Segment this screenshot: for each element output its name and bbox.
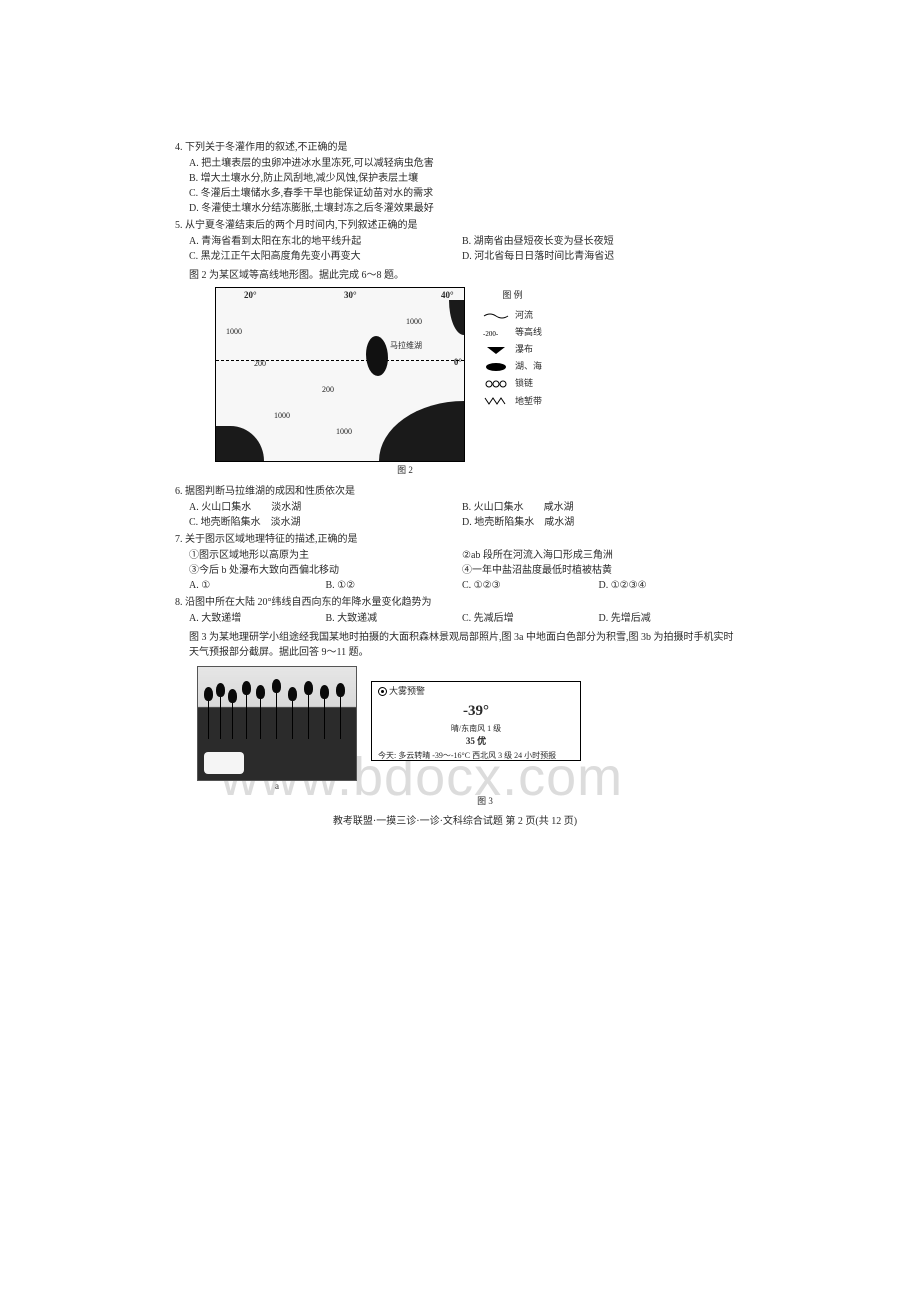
- weather-screenshot: 大雾预警 -39° 晴/东南风 1 级 35 优 今天: 多云转晴 -39～-1…: [371, 681, 581, 761]
- fall-icon: [483, 344, 509, 356]
- question-6: 6. 据图判断马拉维湖的成因和性质依次是 A. 火山口集水 淡水湖 B. 火山口…: [175, 484, 735, 530]
- q6-a: A. 火山口集水 淡水湖: [189, 500, 462, 515]
- lon-30: 30°: [344, 289, 357, 303]
- legend-river: 河流: [483, 307, 542, 324]
- legend-lake-label: 湖、海: [515, 358, 542, 375]
- warning-icon: [378, 687, 387, 696]
- legend-contour-label: 等高线: [515, 324, 542, 341]
- q5-stem: 5. 从宁夏冬灌结束后的两个月时间内,下列叙述正确的是: [175, 218, 735, 233]
- q4-a: A. 把土壤表层的虫卵冲进冰水里冻死,可以减轻病虫危害: [175, 156, 735, 171]
- q7-s3: ③今后 b 处瀑布大致向西偏北移动: [189, 563, 462, 578]
- q4-stem: 4. 下列关于冬灌作用的叙述,不正确的是: [175, 140, 735, 155]
- q5-b: B. 湖南省由昼短夜长变为昼长夜短: [462, 234, 735, 249]
- lon-20: 20°: [244, 289, 257, 303]
- figure-3-caption: 图 3: [235, 795, 735, 809]
- legend-lake: 湖、海: [483, 358, 542, 375]
- rift-icon: [483, 395, 509, 407]
- legend-chain-label: 锁链: [515, 375, 533, 392]
- context-6-8: 图 2 为某区域等高线地形图。据此完成 6～8 题。: [189, 268, 735, 283]
- contour-3: 200: [254, 358, 266, 370]
- weather-today: 今天: 多云转晴 -39～-16°C 西北风 3 级 24 小时预报: [378, 750, 574, 762]
- q7-s4: ④一年中盐沼盐度最低时植被枯黄: [462, 563, 735, 578]
- question-8: 8. 沿图中所在大陆 20°纬线自西向东的年降水量变化趋势为 A. 大致递增 B…: [175, 595, 735, 626]
- weather-wind: 晴/东南风 1 级: [378, 723, 574, 735]
- q5-c: C. 黑龙江正午太阳高度角先变小再变大: [189, 249, 462, 264]
- q5-a: A. 青海省看到太阳在东北的地平线升起: [189, 234, 462, 249]
- lat-0: 0°: [454, 356, 462, 370]
- context-9-11: 图 3 为某地理研学小组途经我国某地时拍摄的大面积森林景观局部照片,图 3a 中…: [189, 630, 735, 660]
- contour-6: 1000: [336, 426, 352, 438]
- lake-shape: [366, 336, 388, 376]
- q5-d: D. 河北省每日日落时间比青海省迟: [462, 249, 735, 264]
- q8-stem: 8. 沿图中所在大陆 20°纬线自西向东的年降水量变化趋势为: [175, 595, 735, 610]
- q6-stem: 6. 据图判断马拉维湖的成因和性质依次是: [175, 484, 735, 499]
- exam-page: 4. 下列关于冬灌作用的叙述,不正确的是 A. 把土壤表层的虫卵冲进冰水里冻死,…: [175, 140, 735, 829]
- figure-2-caption: 图 2: [345, 464, 465, 478]
- coast-se: [379, 401, 464, 461]
- q6-b: B. 火山口集水 咸水湖: [462, 500, 735, 515]
- fog-warning: 大雾预警: [378, 685, 574, 699]
- question-5: 5. 从宁夏冬灌结束后的两个月时间内,下列叙述正确的是 A. 青海省看到太阳在东…: [175, 218, 735, 264]
- contour-1: 1000: [226, 326, 242, 338]
- q4-b: B. 增大土壤水分,防止风刮地,减少风蚀,保护表层土壤: [175, 171, 735, 186]
- coast-ne: [449, 300, 464, 335]
- q7-a: A. ①: [189, 578, 326, 593]
- legend-chain: 锁链: [483, 375, 542, 392]
- figure-3: a 大雾预警 -39° 晴/东南风 1 级 35 优 今天: 多云转晴 -39～…: [197, 666, 735, 781]
- forest-photo: a: [197, 666, 357, 781]
- chain-icon: [483, 378, 509, 390]
- q8-b: B. 大致递减: [326, 611, 463, 626]
- river-icon: [483, 310, 509, 322]
- contour-5: 1000: [274, 410, 290, 422]
- contour-4: 200: [322, 384, 334, 396]
- legend-rift: 地堑带: [483, 393, 542, 410]
- contour-icon: -200-: [483, 327, 509, 339]
- fog-warning-label: 大雾预警: [389, 686, 425, 696]
- q4-c: C. 冬灌后土壤储水多,春季干旱也能保证幼苗对水的需求: [175, 186, 735, 201]
- weather-aqi: 35 优: [378, 735, 574, 749]
- map-box: 20° 30° 40° 10° 0° 10° 20° 马拉维湖 1000 100…: [215, 287, 465, 462]
- legend-title: 图 例: [483, 287, 542, 304]
- legend-river-label: 河流: [515, 307, 533, 324]
- q4-d: D. 冬灌使土壤水分结冻膨胀,土壤封冻之后冬灌效果最好: [175, 201, 735, 216]
- q7-s2: ②ab 段所在河流入海口形成三角洲: [462, 548, 735, 563]
- legend-contour: -200- 等高线: [483, 324, 542, 341]
- figure-2: 20° 30° 40° 10° 0° 10° 20° 马拉维湖 1000 100…: [215, 287, 735, 480]
- page-footer: 教考联盟·一摸三诊·一诊·文科综合试题 第 2 页(共 12 页): [175, 814, 735, 829]
- coast-sw: [216, 426, 264, 461]
- photo-a-label: a: [275, 780, 279, 794]
- q7-stem: 7. 关于图示区域地理特征的描述,正确的是: [175, 532, 735, 547]
- svg-text:-200-: -200-: [483, 330, 499, 337]
- question-7: 7. 关于图示区域地理特征的描述,正确的是 ①图示区域地形以高原为主 ②ab 段…: [175, 532, 735, 593]
- q7-d: D. ①②③④: [599, 578, 736, 593]
- legend-rift-label: 地堑带: [515, 393, 542, 410]
- q6-c: C. 地壳断陷集水 淡水湖: [189, 515, 462, 530]
- q7-c: C. ①②③: [462, 578, 599, 593]
- lake-label: 马拉维湖: [390, 342, 422, 350]
- legend-fall: 瀑布: [483, 341, 542, 358]
- map-legend: 图 例 河流 -200- 等高线 瀑布 湖、海 锁链: [483, 287, 542, 410]
- q8-d: D. 先增后减: [599, 611, 736, 626]
- question-4: 4. 下列关于冬灌作用的叙述,不正确的是 A. 把土壤表层的虫卵冲进冰水里冻死,…: [175, 140, 735, 216]
- contour-2: 1000: [406, 316, 422, 328]
- snow-patch: [204, 752, 244, 774]
- q7-s1: ①图示区域地形以高原为主: [189, 548, 462, 563]
- q8-c: C. 先减后增: [462, 611, 599, 626]
- lake-icon: [483, 361, 509, 373]
- weather-temp: -39°: [378, 700, 574, 723]
- legend-fall-label: 瀑布: [515, 341, 533, 358]
- q8-a: A. 大致递增: [189, 611, 326, 626]
- q6-d: D. 地壳断陷集水 咸水湖: [462, 515, 735, 530]
- q7-b: B. ①②: [326, 578, 463, 593]
- trees: [198, 689, 356, 739]
